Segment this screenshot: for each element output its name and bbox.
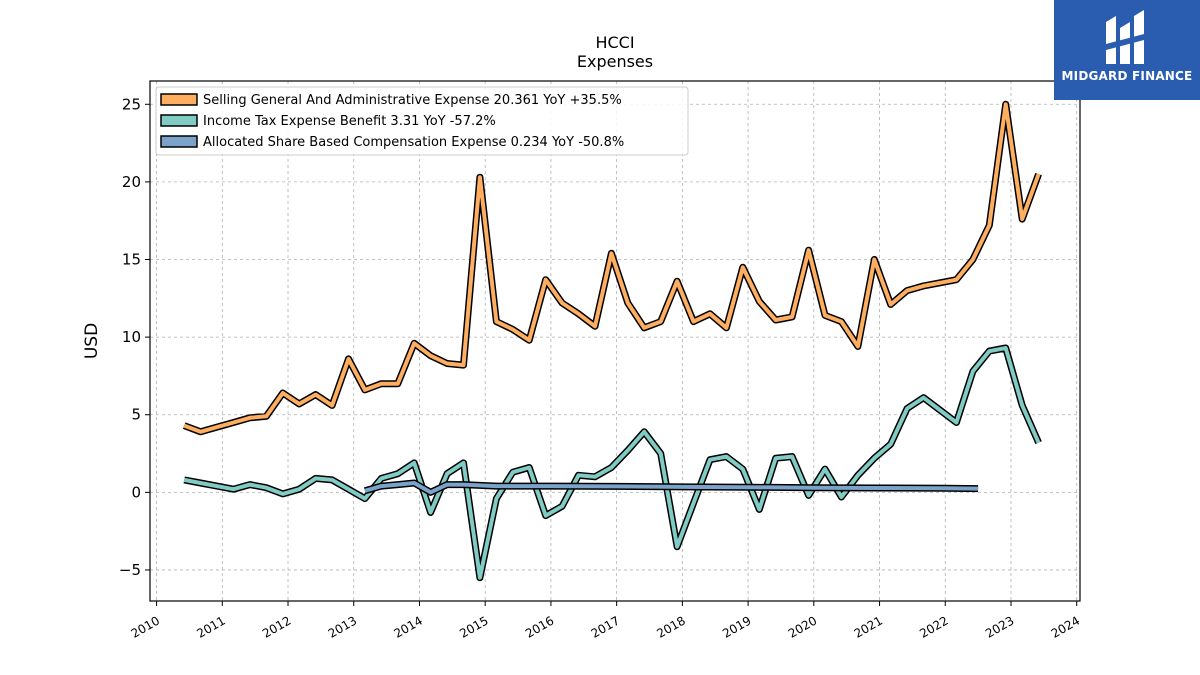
series-2-group — [363, 479, 979, 496]
x-tick-label: 2012 — [260, 613, 293, 640]
x-tick-label: 2013 — [326, 613, 359, 640]
legend-swatch — [160, 114, 198, 127]
y-tick-label: 10 — [122, 328, 141, 346]
legend: Selling General And Administrative Expen… — [155, 86, 689, 156]
y-axis: −5 0 5 10 15 20 25 — [119, 95, 150, 579]
x-tick-label: 2010 — [129, 613, 162, 640]
grid — [150, 81, 1080, 601]
legend-entry: Allocated Share Based Compensation Expen… — [203, 135, 624, 150]
series-line-outline — [183, 344, 1042, 582]
legend-box — [155, 86, 689, 156]
x-tick-label: 2014 — [392, 613, 425, 640]
y-tick-label: −5 — [119, 561, 141, 579]
y-axis-label: USD — [82, 323, 102, 359]
x-tick-label: 2022 — [917, 613, 950, 640]
x-axis: 2010 2011 2012 2013 2014 2015 2016 2017 2018 2019… — [129, 601, 1082, 641]
x-tick-label: 2018 — [654, 613, 687, 640]
x-tick-label: 2015 — [457, 613, 490, 640]
legend-entry: Income Tax Expense Benefit 3.31 YoY -57.… — [203, 114, 496, 129]
x-tick-label: 2023 — [983, 613, 1016, 640]
series-line — [183, 346, 1041, 580]
y-tick-label: 15 — [122, 251, 141, 269]
brand-logo: MIDGARD FINANCE — [1054, 0, 1200, 100]
x-tick-label: 2011 — [194, 613, 227, 640]
y-tick-label: 0 — [131, 483, 141, 501]
series-1-group — [183, 344, 1042, 582]
legend-swatch — [160, 135, 198, 148]
x-tick-label: 2017 — [589, 613, 622, 640]
series-line — [364, 481, 979, 495]
chart-subtitle: Expenses — [577, 52, 653, 71]
chart-title: HCCI — [595, 33, 634, 52]
x-tick-label: 2016 — [523, 613, 556, 640]
x-tick-label: 2020 — [786, 613, 819, 640]
legend-entry: Selling General And Administrative Expen… — [203, 93, 622, 108]
series-lines — [182, 100, 1042, 582]
x-tick-label: 2024 — [1049, 613, 1082, 640]
midgard-logo-icon — [1106, 10, 1144, 64]
y-tick-label: 5 — [131, 406, 141, 424]
y-tick-label: 20 — [122, 173, 141, 191]
series-line — [183, 102, 1041, 434]
plot-frame — [149, 80, 1081, 602]
series-0-group — [182, 100, 1042, 436]
y-tick-label: 25 — [122, 95, 141, 113]
x-tick-label: 2019 — [720, 613, 753, 640]
x-tick-label: 2021 — [852, 613, 885, 640]
brand-name: MIDGARD FINANCE — [1061, 69, 1193, 83]
legend-swatch — [160, 93, 198, 106]
